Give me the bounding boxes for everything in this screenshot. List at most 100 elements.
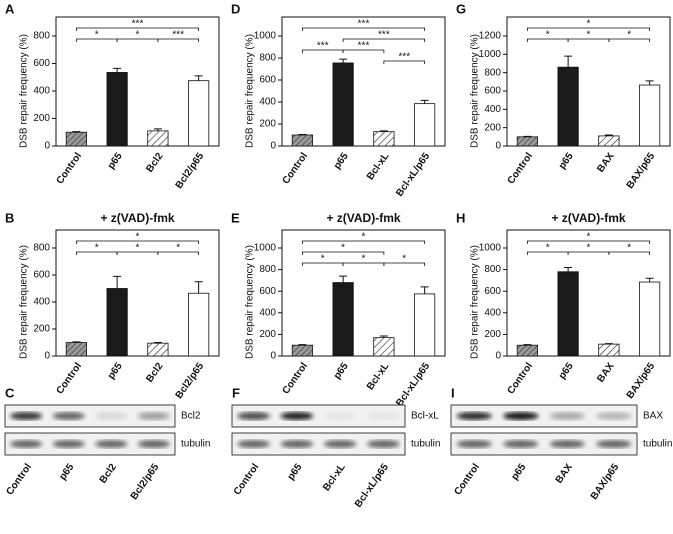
y-tick-label: 400	[484, 307, 501, 318]
error-bar	[339, 275, 348, 283]
y-tick-label: 0	[44, 141, 50, 152]
significance-label: ***	[398, 52, 410, 63]
bar	[147, 342, 169, 357]
x-tick-label: BAX	[595, 361, 616, 385]
blot-strip	[4, 404, 176, 428]
plot-frame	[281, 229, 446, 357]
error-bar	[523, 344, 532, 346]
significance-bracket	[301, 240, 426, 244]
blot-band	[323, 440, 357, 448]
bar	[373, 131, 395, 147]
significance-label: *	[136, 30, 140, 41]
blot-band	[280, 412, 314, 420]
blot-row-label: Bcl-xL	[411, 411, 439, 422]
chart-title: + z(VAD)-fmk	[326, 211, 400, 225]
blot-band	[456, 440, 492, 448]
x-tick-label: Control	[506, 361, 536, 397]
blot-band	[596, 412, 632, 420]
blot-strip	[450, 404, 638, 428]
y-tick-label: 200	[484, 329, 501, 340]
blot-band	[10, 440, 43, 448]
error-bar	[72, 341, 81, 343]
blot-row-label: BAX	[643, 411, 663, 422]
error-bar	[72, 131, 81, 133]
panel-letter: I	[451, 385, 455, 400]
significance-bracket	[383, 262, 426, 266]
error-bar	[298, 344, 307, 346]
significance-label: *	[546, 243, 550, 254]
bar	[106, 288, 128, 357]
bar	[188, 292, 210, 357]
y-tick-label: 0	[44, 351, 50, 362]
significance-label: *	[95, 243, 99, 254]
y-tick-label: 400	[33, 297, 50, 308]
error-bar	[604, 343, 613, 345]
error-bar	[298, 133, 307, 135]
y-tick-label: 800	[484, 264, 501, 275]
error-bar	[153, 342, 162, 344]
x-tick-label: Control	[55, 361, 85, 397]
bar	[414, 103, 436, 147]
panel-letter: F	[232, 385, 240, 400]
y-tick-label: 600	[484, 86, 501, 97]
significance-label: *	[627, 30, 631, 41]
blot-band	[366, 412, 400, 420]
blot-row-label: tubulin	[181, 439, 210, 450]
y-tick-label: 0	[495, 141, 501, 152]
bar	[188, 80, 210, 147]
significance-label: *	[362, 232, 366, 243]
significance-label: *	[587, 232, 591, 243]
blot-band	[549, 412, 585, 420]
significance-label: ***	[132, 19, 144, 30]
chart-title: + z(VAD)-fmk	[551, 211, 625, 225]
significance-bracket	[526, 240, 651, 244]
plot-frame	[55, 16, 220, 147]
lane-label: Control	[4, 462, 34, 498]
bar	[598, 343, 620, 357]
y-tick-label: 600	[33, 270, 50, 281]
lane-label: p65	[509, 462, 528, 483]
blot-band	[456, 412, 492, 420]
error-bar	[420, 99, 429, 104]
y-tick-label: 1000	[254, 31, 277, 42]
significance-label: ***	[172, 30, 184, 41]
bar	[291, 134, 313, 147]
blot-band	[323, 412, 357, 420]
error-bar	[113, 67, 122, 73]
bar	[106, 72, 128, 147]
y-tick-label: 800	[259, 53, 276, 64]
y-axis-label: DSB repair frequency (%)	[19, 34, 30, 148]
bar	[65, 131, 87, 147]
error-bar	[604, 134, 613, 136]
blot-band	[237, 440, 271, 448]
x-tick-label: Control	[55, 151, 85, 187]
x-tick-label: Bcl-xL/p65	[394, 151, 432, 199]
plot-frame	[55, 229, 220, 357]
y-tick-label: 0	[270, 351, 276, 362]
blot-strip	[231, 404, 406, 428]
blot-band	[366, 440, 400, 448]
y-tick-label: 200	[259, 329, 276, 340]
y-tick-label: 1000	[254, 243, 277, 254]
significance-bracket	[301, 251, 385, 255]
blot-band	[137, 412, 170, 420]
x-tick-label: p65	[557, 151, 576, 172]
x-tick-label: p65	[332, 151, 351, 172]
significance-label: *	[587, 243, 591, 254]
plot-frame	[506, 16, 671, 147]
error-bar	[379, 130, 388, 132]
significance-label: *	[136, 243, 140, 254]
y-tick-label: 1000	[479, 49, 502, 60]
blot-band	[549, 440, 585, 448]
blot-row-label: tubulin	[411, 439, 440, 450]
plot-frame	[506, 229, 671, 357]
y-tick-label: 800	[33, 31, 50, 42]
bar	[598, 135, 620, 147]
panel-letter: H	[456, 210, 465, 225]
y-tick-label: 0	[270, 141, 276, 152]
significance-bracket	[157, 251, 200, 255]
y-tick-label: 200	[484, 122, 501, 133]
y-axis-label: DSB repair frequency (%)	[245, 245, 256, 359]
x-tick-label: Control	[281, 151, 311, 187]
error-bar	[194, 281, 203, 294]
